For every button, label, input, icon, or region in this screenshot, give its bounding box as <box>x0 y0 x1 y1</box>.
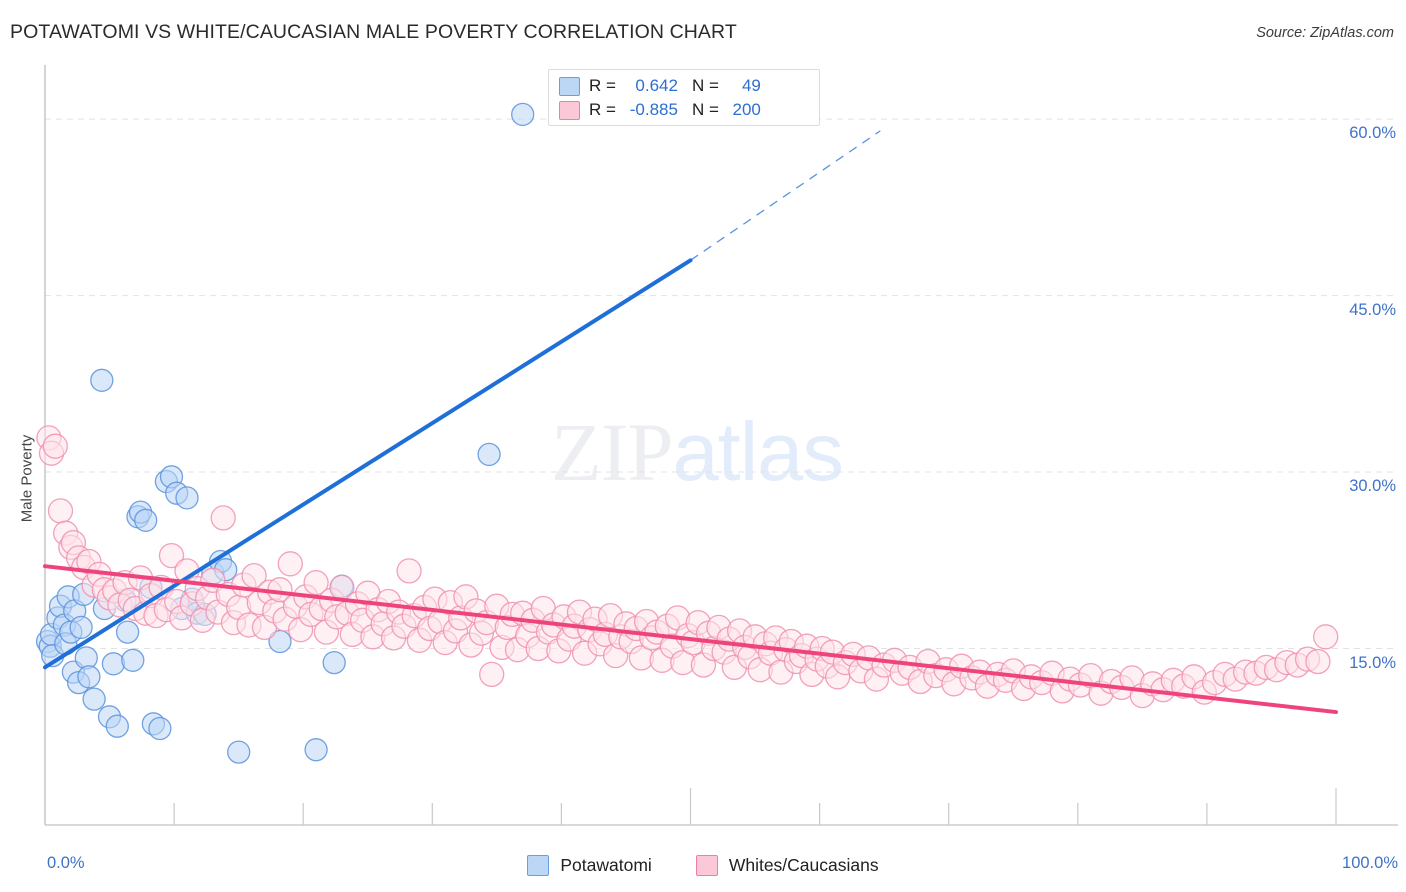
trendline-dashed <box>690 130 881 261</box>
data-point <box>115 620 140 644</box>
legend-item-whites[interactable]: Whites/Caucasians <box>695 855 879 876</box>
stats-row-potawatomi: R = 0.642 N = 49 <box>559 74 811 98</box>
data-point <box>101 652 126 676</box>
x-axis-min-label: 0.0% <box>47 854 85 872</box>
data-point <box>175 486 199 510</box>
data-point <box>477 442 501 467</box>
stats-r-label-whites: R = <box>589 100 616 119</box>
stats-swatch-potawatomi <box>559 76 580 96</box>
trendline-solid <box>43 564 1338 715</box>
y-axis-tick-label: 30.0% <box>1349 477 1396 496</box>
stats-swatch-whites <box>559 100 580 120</box>
stats-row-whites: R = -0.885 N = 200 <box>559 98 811 122</box>
data-point <box>396 558 422 584</box>
series-points-potawatomi <box>35 102 535 764</box>
stats-n-label-potawatomi: N = <box>691 76 719 95</box>
y-axis-title: Male Poverty <box>18 434 36 523</box>
trendline-whites-caucasians <box>43 564 1338 715</box>
data-point <box>1313 624 1339 650</box>
axes <box>44 65 1398 826</box>
legend-item-potawatomi[interactable]: Potawatomi <box>527 855 652 876</box>
legend-swatch-whites <box>695 855 718 876</box>
source-attribution: Source: ZipAtlas.com <box>1256 25 1394 41</box>
trendline-potawatomi <box>43 130 881 670</box>
data-point <box>1305 648 1331 675</box>
legend-swatch-potawatomi <box>527 855 550 876</box>
stats-n-value-potawatomi: 49 <box>741 76 761 95</box>
data-point <box>69 615 93 640</box>
trendline-solid <box>43 258 693 670</box>
data-point <box>90 368 114 392</box>
y-axis-tick-label: 60.0% <box>1349 124 1396 143</box>
data-point <box>148 716 172 741</box>
data-point <box>158 542 185 569</box>
data-point <box>105 714 129 738</box>
legend-label-potawatomi: Potawatomi <box>560 855 652 875</box>
stats-n-value-whites: 200 <box>732 100 761 119</box>
data-point <box>227 740 251 764</box>
data-point <box>121 648 145 672</box>
stats-r-value-whites: -0.885 <box>629 100 678 119</box>
page-title: POTAWATOMI VS WHITE/CAUCASIAN MALE POVER… <box>10 21 737 43</box>
stats-r-value-potawatomi: 0.642 <box>635 76 678 95</box>
data-point <box>241 562 267 589</box>
data-point <box>479 661 505 688</box>
x-axis-max-label: 100.0% <box>1342 854 1398 872</box>
data-point <box>304 738 328 762</box>
y-axis-tick-label: 45.0% <box>1349 300 1396 319</box>
y-axis-tick-label: 15.0% <box>1349 653 1396 672</box>
data-point <box>47 498 74 524</box>
stats-r-label-potawatomi: R = <box>589 76 616 95</box>
series-legend: Potawatomi Whites/Caucasians <box>0 855 1406 876</box>
data-point <box>303 569 329 596</box>
data-point <box>210 505 236 531</box>
data-point <box>42 433 68 459</box>
data-point <box>277 551 303 577</box>
correlation-stats-legend: R = 0.642 N = 49 R = -0.885 N = 200 <box>548 69 820 126</box>
stats-n-label-whites: N = <box>691 100 719 119</box>
data-point <box>82 687 106 711</box>
data-point <box>134 508 158 532</box>
data-point <box>511 102 535 127</box>
data-point <box>322 650 346 675</box>
legend-label-whites: Whites/Caucasians <box>728 855 879 875</box>
data-point <box>77 665 101 689</box>
